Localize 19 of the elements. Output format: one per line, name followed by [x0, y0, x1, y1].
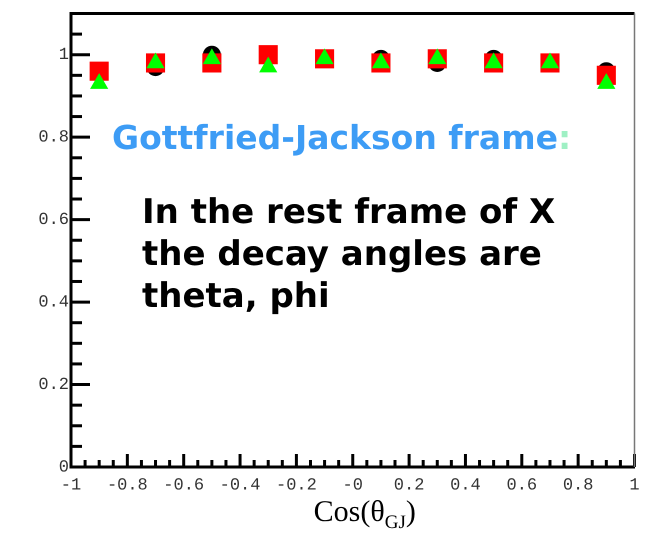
- x-tick-label: -0.6: [163, 476, 204, 496]
- y-tick-label: 1: [58, 46, 69, 66]
- x-tick-label: 0.4: [450, 476, 481, 496]
- annotation: Gottfried-Jackson frame:: [112, 118, 572, 157]
- x-tick-label: -0: [342, 476, 363, 496]
- x-tick-label: 0.6: [506, 476, 538, 496]
- y-tick-label: 0.4: [38, 294, 69, 313]
- x-tick-label: -1: [60, 476, 82, 496]
- y-tick-label: 0: [58, 458, 69, 478]
- y-tick-label: 0.6: [38, 211, 69, 230]
- x-tick-label: 1: [629, 476, 640, 496]
- y-tick-label: 0.2: [38, 376, 69, 396]
- x-tick-label: -0.4: [220, 476, 260, 496]
- x-tick-label: -0.8: [106, 476, 148, 496]
- y-tick-label: 0.8: [38, 128, 69, 148]
- x-tick-label: 0.8: [562, 476, 594, 496]
- x-tick-label: 0.2: [394, 476, 424, 496]
- annotation: In the rest frame of X the decay angles are theta, phi: [142, 192, 556, 316]
- x-tick-label: -0.2: [276, 476, 317, 496]
